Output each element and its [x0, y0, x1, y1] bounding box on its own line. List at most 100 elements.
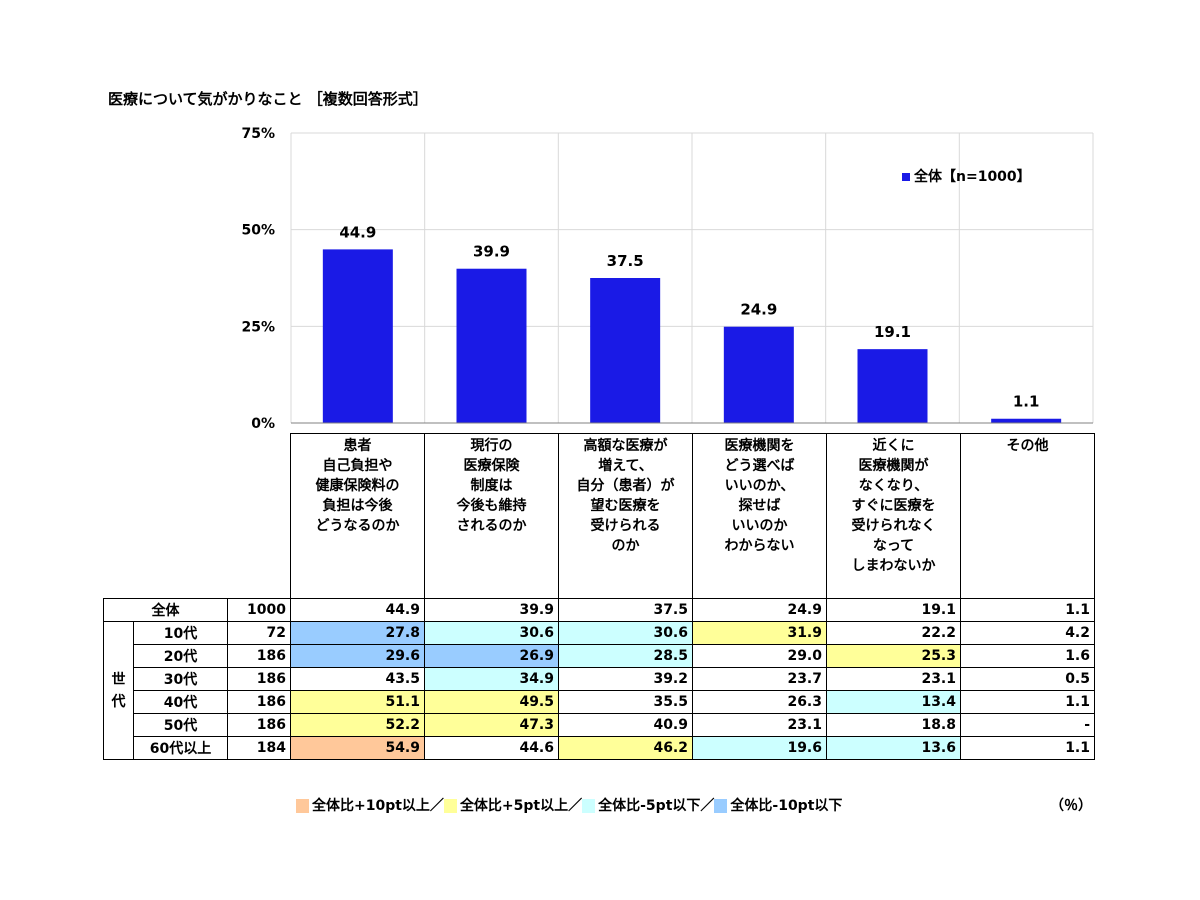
- row-label: 50代: [133, 713, 228, 737]
- table-cell: 40.9: [558, 713, 693, 737]
- table-cell: 34.9: [424, 667, 559, 691]
- row-label: 20代: [133, 644, 228, 668]
- unit-label: （％）: [1050, 798, 1092, 814]
- table-cell: 23.1: [692, 713, 827, 737]
- table-cell: 39.2: [558, 667, 693, 691]
- bar-value-label: 44.9: [339, 223, 376, 241]
- bar: [456, 268, 527, 423]
- plus5-swatch: [443, 799, 457, 813]
- minus5-swatch: [582, 799, 596, 813]
- bar: [322, 249, 393, 423]
- y-tick-label: 25%: [241, 319, 275, 335]
- table-cell: 54.9: [290, 736, 425, 760]
- table-cell: 23.1: [826, 667, 961, 691]
- sample-size: 186: [227, 667, 291, 691]
- crosstab-table: 患者 自己負担や 健康保険料の 負担は今後 どうなるのか 現行の 医療保険 制度は…: [103, 433, 1095, 760]
- chart-title: 医療について気がかりなこと ［複数回答形式］: [108, 90, 428, 108]
- column-header: 医療機関を どう選べば いいのか、 探せば いいのか わからない: [692, 433, 827, 599]
- row-label: 全体: [103, 598, 228, 622]
- table-cell: 49.5: [424, 690, 559, 714]
- table-cell: 1.1: [960, 598, 1095, 622]
- column-header: 高額な医療が 増えて、 自分（患者）が 望む医療を 受けられる のか: [558, 433, 693, 599]
- bar: [857, 349, 928, 423]
- row-label: 10代: [133, 621, 228, 645]
- table-cell: 46.2: [558, 736, 693, 760]
- bar-value-label: 24.9: [740, 301, 777, 319]
- table-cell: 19.6: [692, 736, 827, 760]
- bar-value-label: 19.1: [874, 323, 911, 341]
- table-cell: 30.6: [558, 621, 693, 645]
- table-cell: 22.2: [826, 621, 961, 645]
- table-cell: 43.5: [290, 667, 425, 691]
- table-cell: 23.7: [692, 667, 827, 691]
- legend: 全体【n=1000】: [902, 166, 1031, 186]
- legend-label: 全体【n=1000】: [914, 169, 1031, 185]
- table-cell: 1.1: [960, 736, 1095, 760]
- row-label: 40代: [133, 690, 228, 714]
- table-row: 40代 186 51.1 49.5 35.5 26.3 13.4 1.1: [104, 690, 1095, 714]
- table-cell: 4.2: [960, 621, 1095, 645]
- table-row: 世 代 10代 72 27.8 30.6 30.6 31.9 22.2 4.2: [103, 621, 1095, 760]
- bar-chart: 0% 25% 50% 75% 44.9 39.9 37.5 24.9 19.1 1.1: [241, 126, 1094, 432]
- bar: [991, 418, 1062, 423]
- column-header: 現行の 医療保険 制度は 今後も維持 されるのか: [424, 433, 559, 599]
- table-cell: 37.5: [558, 598, 693, 622]
- table-cell: 19.1: [826, 598, 961, 622]
- table-cell: 13.6: [826, 736, 961, 760]
- y-tick-label: 75%: [241, 126, 275, 142]
- sample-size: 184: [227, 736, 291, 760]
- table-cell: 28.5: [558, 644, 693, 668]
- key-minus5: 全体比-5pt以下／: [598, 798, 715, 814]
- key-plus10: 全体比+10pt以上／: [312, 798, 444, 814]
- bar-value-label: 1.1: [1013, 393, 1040, 411]
- table-cell: 1.6: [960, 644, 1095, 668]
- table-cell: 25.3: [826, 644, 961, 668]
- color-key: 全体比+10pt以上／ 全体比+5pt以上／ 全体比-5pt以下／ 全体比-10pt以…: [296, 795, 842, 815]
- row-label: 60代以上: [133, 736, 228, 760]
- table-cell: 24.9: [692, 598, 827, 622]
- sample-size: 186: [227, 644, 291, 668]
- table-cell: 35.5: [558, 690, 693, 714]
- table-cell: -: [960, 713, 1095, 737]
- table-cell: 26.9: [424, 644, 559, 668]
- table-cell: 44.9: [290, 598, 425, 622]
- bar-value-label: 37.5: [607, 252, 644, 270]
- table-row: 50代 186 52.2 47.3 40.9 23.1 18.8-: [104, 713, 1095, 737]
- bar: [590, 278, 661, 423]
- table-cell: 27.8: [290, 621, 425, 645]
- table-row: 20代 186 29.6 26.9 28.5 29.0 25.3 1.6: [104, 644, 1095, 668]
- sample-size: 186: [227, 690, 291, 714]
- table-cell: 51.1: [290, 690, 425, 714]
- sample-size: 186: [227, 713, 291, 737]
- header-blank: [103, 433, 291, 599]
- table-cell: 30.6: [424, 621, 559, 645]
- minus10-swatch: [714, 799, 728, 813]
- sample-size: 72: [227, 621, 291, 645]
- table-cell: 39.9: [424, 598, 559, 622]
- table-cell: 29.6: [290, 644, 425, 668]
- table-cell: 44.6: [424, 736, 559, 760]
- key-minus10: 全体比-10pt以下: [730, 798, 843, 814]
- table-cell: 18.8: [826, 713, 961, 737]
- plus10-swatch: [296, 799, 309, 813]
- group-label: 世 代: [103, 621, 134, 760]
- table-cell: 1.1: [960, 690, 1095, 714]
- table-row-total: 全体 1000 44.9 39.9 37.5 24.9 19.1 1.1: [103, 598, 1095, 622]
- column-header: その他: [960, 433, 1095, 599]
- table-cell: 47.3: [424, 713, 559, 737]
- table-row: 30代 186 43.5 34.9 39.2 23.7 23.1 0.5: [104, 667, 1095, 691]
- sample-size: 1000: [227, 598, 291, 622]
- bar: [723, 326, 794, 423]
- table-cell: 29.0: [692, 644, 827, 668]
- row-label: 30代: [133, 667, 228, 691]
- header-row: 患者 自己負担や 健康保険料の 負担は今後 どうなるのか 現行の 医療保険 制度は…: [103, 433, 1095, 599]
- table-row: 60代以上 184 54.9 44.6 46.2 19.6 13.6 1.1: [104, 736, 1095, 760]
- table-cell: 13.4: [826, 690, 961, 714]
- table-cell: 52.2: [290, 713, 425, 737]
- table-cell: 0.5: [960, 667, 1095, 691]
- column-header: 近くに 医療機関が なくなり、 すぐに医療を 受けられなく なって しまわないか: [826, 433, 961, 599]
- column-header: 患者 自己負担や 健康保険料の 負担は今後 どうなるのか: [290, 433, 425, 599]
- bar-value-label: 39.9: [473, 243, 510, 261]
- key-plus5: 全体比+5pt以上／: [459, 798, 583, 814]
- table-cell: 31.9: [692, 621, 827, 645]
